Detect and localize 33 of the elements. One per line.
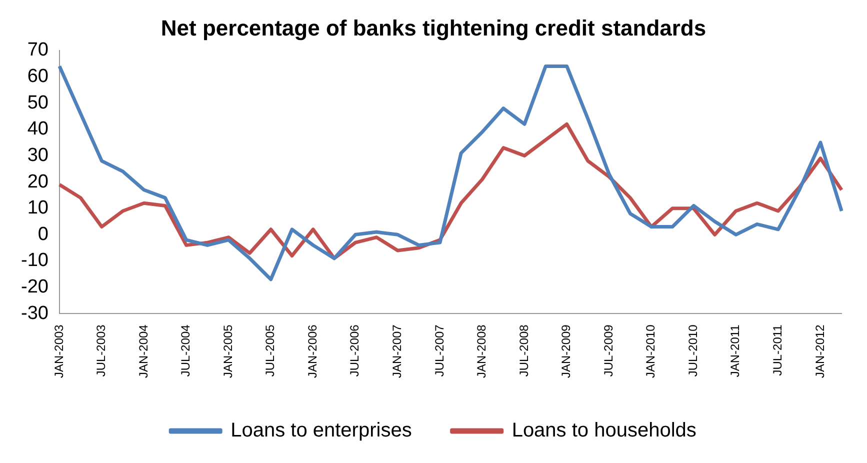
x-tick-label: JUL-2006 — [348, 324, 362, 377]
y-tick-label: 40 — [27, 118, 48, 140]
x-tick-label: JAN-2012 — [812, 324, 827, 378]
legend-label: Loans to households — [512, 420, 696, 442]
x-tick-label: JUL-2008 — [516, 324, 531, 377]
y-tick-label: -30 — [20, 302, 48, 324]
x-tick-label: JUL-2004 — [178, 324, 193, 377]
x-tick-label: JAN-2006 — [305, 324, 320, 378]
y-tick-label: 20 — [27, 171, 48, 192]
x-tick-label: JUL-2009 — [601, 324, 616, 377]
x-tick-label: JUL-2010 — [686, 324, 700, 377]
x-tick-label: JAN-2010 — [644, 324, 658, 378]
x-tick-label: JAN-2008 — [474, 324, 489, 378]
x-tick-label: JAN-2004 — [136, 324, 150, 378]
x-tick-label: JUL-2005 — [263, 324, 278, 377]
y-tick-label: 0 — [38, 224, 48, 245]
x-tick-label: JAN-2005 — [220, 324, 235, 378]
y-tick-label: 60 — [27, 66, 48, 87]
y-tick-label: 10 — [27, 198, 48, 219]
x-tick-label: JAN-2011 — [728, 324, 742, 378]
chart-title: Net percentage of banks tightening credit standards — [160, 15, 706, 40]
legend-label: Loans to enterprises — [230, 420, 412, 442]
x-tick-label: JAN-2007 — [390, 324, 404, 378]
y-tick-label: 70 — [27, 40, 48, 61]
x-tick-label: JUL-2003 — [94, 324, 108, 377]
x-tick-label: JUL-2007 — [432, 324, 446, 377]
x-tick-label: JAN-2003 — [52, 324, 66, 378]
x-tick-label: JUL-2011 — [770, 324, 784, 376]
x-tick-label: JAN-2009 — [559, 324, 574, 378]
y-tick-label: 50 — [27, 92, 48, 114]
y-tick-label: 30 — [27, 144, 48, 166]
y-tick-label: -10 — [20, 250, 48, 272]
y-tick-label: -20 — [20, 276, 48, 298]
